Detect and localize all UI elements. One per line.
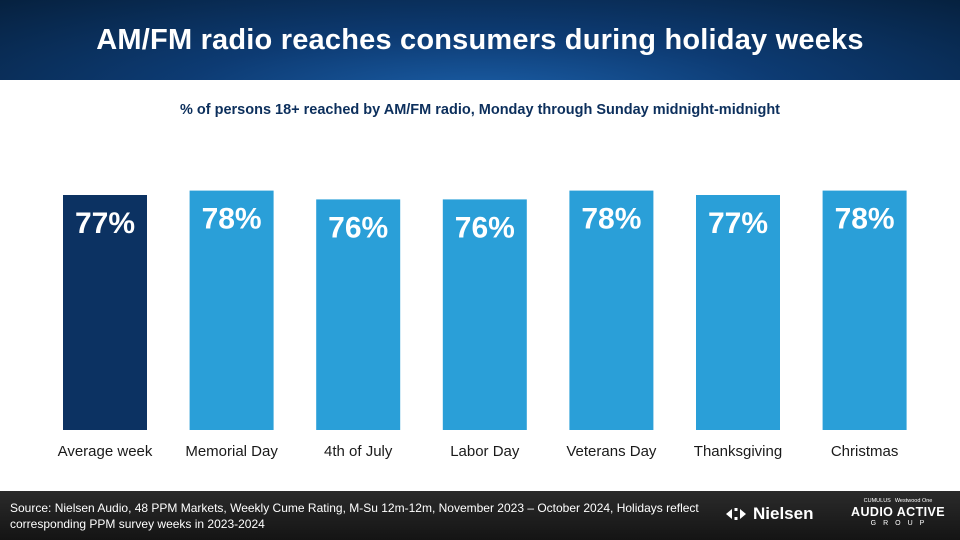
- nielsen-logo: Nielsen: [724, 503, 813, 525]
- bar-labor-day: [442, 199, 527, 430]
- category-label: Labor Day: [450, 443, 520, 460]
- bar-value-label: 77%: [708, 207, 768, 240]
- bar-value-label: 78%: [202, 203, 262, 236]
- category-label: Christmas: [831, 443, 899, 460]
- aag-logo-sub: GROUP: [870, 520, 932, 527]
- audio-active-group-logo: CUMULUS Westwood One AUDIO ACTIVE GROUP: [848, 497, 948, 528]
- nielsen-mark-icon: [726, 508, 746, 520]
- bar-4th-of-july: [316, 199, 401, 430]
- header-banner: AM/FM radio reaches consumers during hol…: [0, 0, 960, 80]
- category-label: 4th of July: [324, 443, 393, 460]
- bar-value-label: 77%: [75, 207, 135, 240]
- page-title: AM/FM radio reaches consumers during hol…: [96, 23, 864, 56]
- bar-value-label: 76%: [328, 211, 388, 244]
- bar-veterans-day: [569, 190, 654, 430]
- bar-value-label: 76%: [455, 211, 515, 244]
- bar-christmas: [822, 190, 907, 430]
- aag-logo-main: AUDIO ACTIVE: [851, 505, 945, 519]
- bar-value-label: 78%: [581, 203, 641, 236]
- chart-subtitle: % of persons 18+ reached by AM/FM radio,…: [179, 102, 781, 118]
- category-label: Thanksgiving: [694, 443, 782, 460]
- bar-thanksgiving: [696, 195, 780, 430]
- bar-value-label: 78%: [835, 203, 895, 236]
- bar-average-week: [63, 195, 147, 430]
- category-label: Memorial Day: [185, 443, 278, 460]
- source-note: Source: Nielsen Audio, 48 PPM Markets, W…: [10, 501, 699, 531]
- westwood-one-logo-text: Westwood One: [894, 498, 933, 504]
- cumulus-logo-text: CUMULUS: [863, 498, 891, 504]
- category-label: Veterans Day: [566, 443, 657, 460]
- aag-partner-logos: CUMULUS Westwood One: [848, 497, 948, 505]
- bar-memorial-day: [189, 190, 274, 430]
- footer-bar: Source: Nielsen Audio, 48 PPM Markets, W…: [0, 491, 960, 540]
- category-label: Average week: [58, 443, 153, 460]
- nielsen-logo-text: Nielsen: [753, 504, 814, 523]
